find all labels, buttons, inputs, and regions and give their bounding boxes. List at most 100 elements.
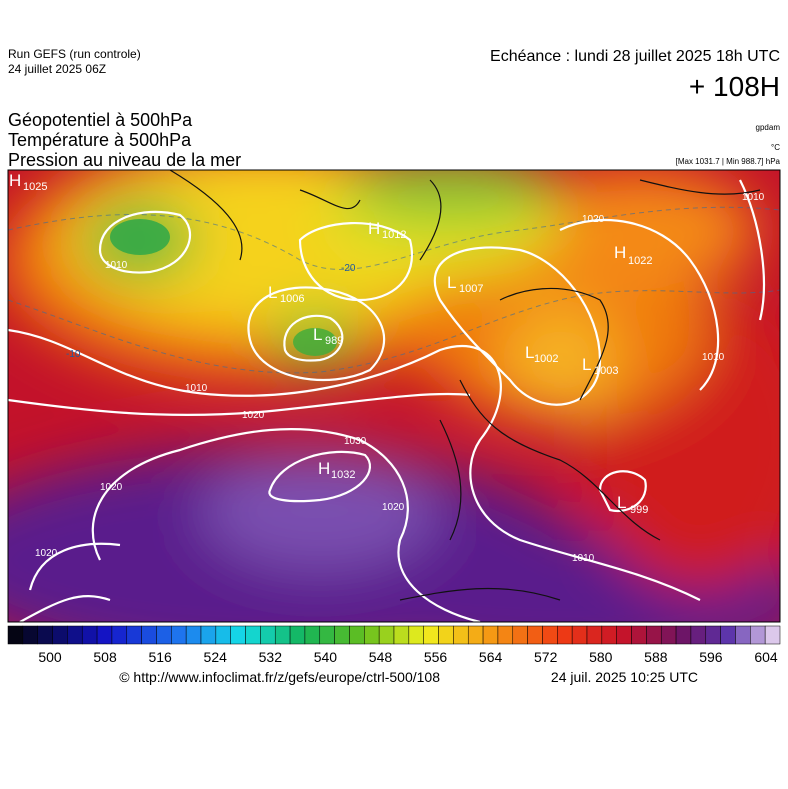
isobar-label: 1010 [702, 352, 725, 363]
colorbar-tick-label: 572 [534, 649, 558, 665]
pressure-center-type: L [313, 325, 322, 344]
colorbar-tick-label: 500 [38, 649, 62, 665]
colorbar-tick-label: 540 [314, 649, 338, 665]
colorbar-swatch [542, 625, 558, 645]
colorbar-swatch [438, 625, 454, 645]
colorbar-swatch [274, 625, 291, 645]
map-frame [7, 169, 781, 623]
pressure-center-type: L [268, 283, 277, 302]
colorbar-swatch [631, 625, 647, 645]
colorbar-swatch [52, 625, 68, 645]
pressure-center-type: L [617, 493, 626, 512]
isotherm-label: -20 [341, 263, 356, 274]
colorbar-tick-label: 532 [259, 649, 283, 665]
colorbar-swatch [215, 625, 231, 645]
lead-time: + 108H [689, 71, 780, 102]
colorbar-swatch [22, 625, 38, 645]
colorbar-swatch [497, 625, 514, 645]
colorbar-swatch [720, 625, 736, 645]
colorbar-swatch [393, 625, 410, 645]
map: H 1025 H 1012 L 1006 L 989 L 1007 H 1022 L 1002… [8, 170, 780, 622]
colorbar-swatch [185, 625, 202, 645]
pressure-center-value: 989 [325, 335, 343, 347]
colorbar-tick-label: 516 [148, 649, 172, 665]
colorbar-swatch [586, 625, 603, 645]
isobar-label: 1010 [572, 553, 595, 564]
colorbar-swatch [96, 625, 113, 645]
colorbar-swatch [126, 625, 142, 645]
colorbar-tick-label: 604 [754, 649, 778, 665]
colorbar-swatch [289, 625, 306, 645]
source: © http://www.infoclimat.fr/z/gefs/europe… [119, 669, 440, 685]
pressure-center-value: 1025 [23, 181, 47, 193]
colorbar-swatch [557, 625, 573, 645]
run-date: 24 juillet 2025 06Z [8, 62, 106, 76]
isobar-label: 1020 [35, 548, 58, 559]
colorbar-swatch [601, 625, 617, 645]
colorbar-swatch [764, 625, 781, 645]
field: Pression au niveau de la mer [8, 150, 241, 170]
colorbar-swatch [378, 625, 395, 645]
colorbar-swatch [334, 625, 350, 645]
unit: [Max 1031.7 | Min 988.7] hPa [676, 157, 781, 166]
colorbar-swatch [304, 625, 321, 645]
colorbar-swatch [571, 625, 588, 645]
colorbar-swatch [646, 625, 662, 645]
isobar-label: 1020 [582, 214, 605, 225]
colorbar-tick-label: 564 [479, 649, 503, 665]
colorbar-swatch [111, 625, 128, 645]
pressure-center-type: L [447, 273, 456, 292]
pressure-center-value: 1006 [280, 293, 304, 305]
colorbar-swatch [230, 625, 246, 645]
colorbar-swatch [750, 625, 766, 645]
isobar-label: 1020 [242, 410, 265, 421]
pressure-center-type: H [614, 243, 626, 262]
colorbar-swatch [245, 625, 261, 645]
colorbar: 500 508 516 524 532 540 548 556 564 572 580 588 596 6… [7, 625, 781, 665]
pressure-center-value: 999 [630, 504, 648, 516]
colorbar-swatch [200, 625, 217, 645]
colorbar-swatch [67, 625, 83, 645]
colorbar-tick-label: 588 [644, 649, 668, 665]
isobar-label: 1020 [382, 502, 405, 513]
colorbar-tick-label: 548 [369, 649, 393, 665]
colorbar-swatch [735, 625, 751, 645]
pressure-center-value: 1022 [628, 255, 652, 267]
pressure-center-value: 1032 [331, 469, 355, 481]
colorbar-swatch [260, 625, 276, 645]
pressure-center-value: 1003 [594, 365, 618, 377]
colorbar-swatch [705, 625, 721, 645]
pressure-center-type: H [318, 459, 330, 478]
unit: °C [771, 143, 780, 152]
run: Run GEFS (run controle) [8, 47, 141, 61]
colorbar-swatch [467, 625, 484, 645]
colorbar-swatch [349, 625, 365, 645]
isobar-label: 1010 [105, 260, 128, 271]
colorbar-tick-label: 580 [589, 649, 613, 665]
unit: gpdam [756, 123, 781, 132]
colorbar-swatch [408, 625, 424, 645]
isobar-label: 1010 [185, 383, 208, 394]
field: Géopotentiel à 500hPa [8, 110, 193, 130]
isotherm-label: -10 [66, 349, 81, 360]
isobar-label: 1020 [100, 482, 123, 493]
colorbar-tick-label: 508 [93, 649, 117, 665]
colorbar-swatch [512, 625, 528, 645]
pressure-center-type: L [525, 343, 534, 362]
pressure-center-value: 1007 [459, 283, 483, 295]
field: Température à 500hPa [8, 130, 192, 150]
colorbar-swatch [453, 625, 469, 645]
isobar-label: 1030 [344, 436, 367, 447]
colorbar-tick-label: 524 [204, 649, 228, 665]
colorbar-swatch [81, 625, 98, 645]
colorbar-swatch [423, 625, 439, 645]
colorbar-swatch [482, 625, 499, 645]
isobar-label: 1010 [742, 192, 765, 203]
colorbar-swatch [690, 625, 707, 645]
colorbar-swatch [527, 625, 543, 645]
colorbar-swatch [141, 625, 157, 645]
colorbar-swatch [319, 625, 335, 645]
colorbar-swatch [156, 625, 172, 645]
pressure-center-type: H [9, 171, 21, 190]
